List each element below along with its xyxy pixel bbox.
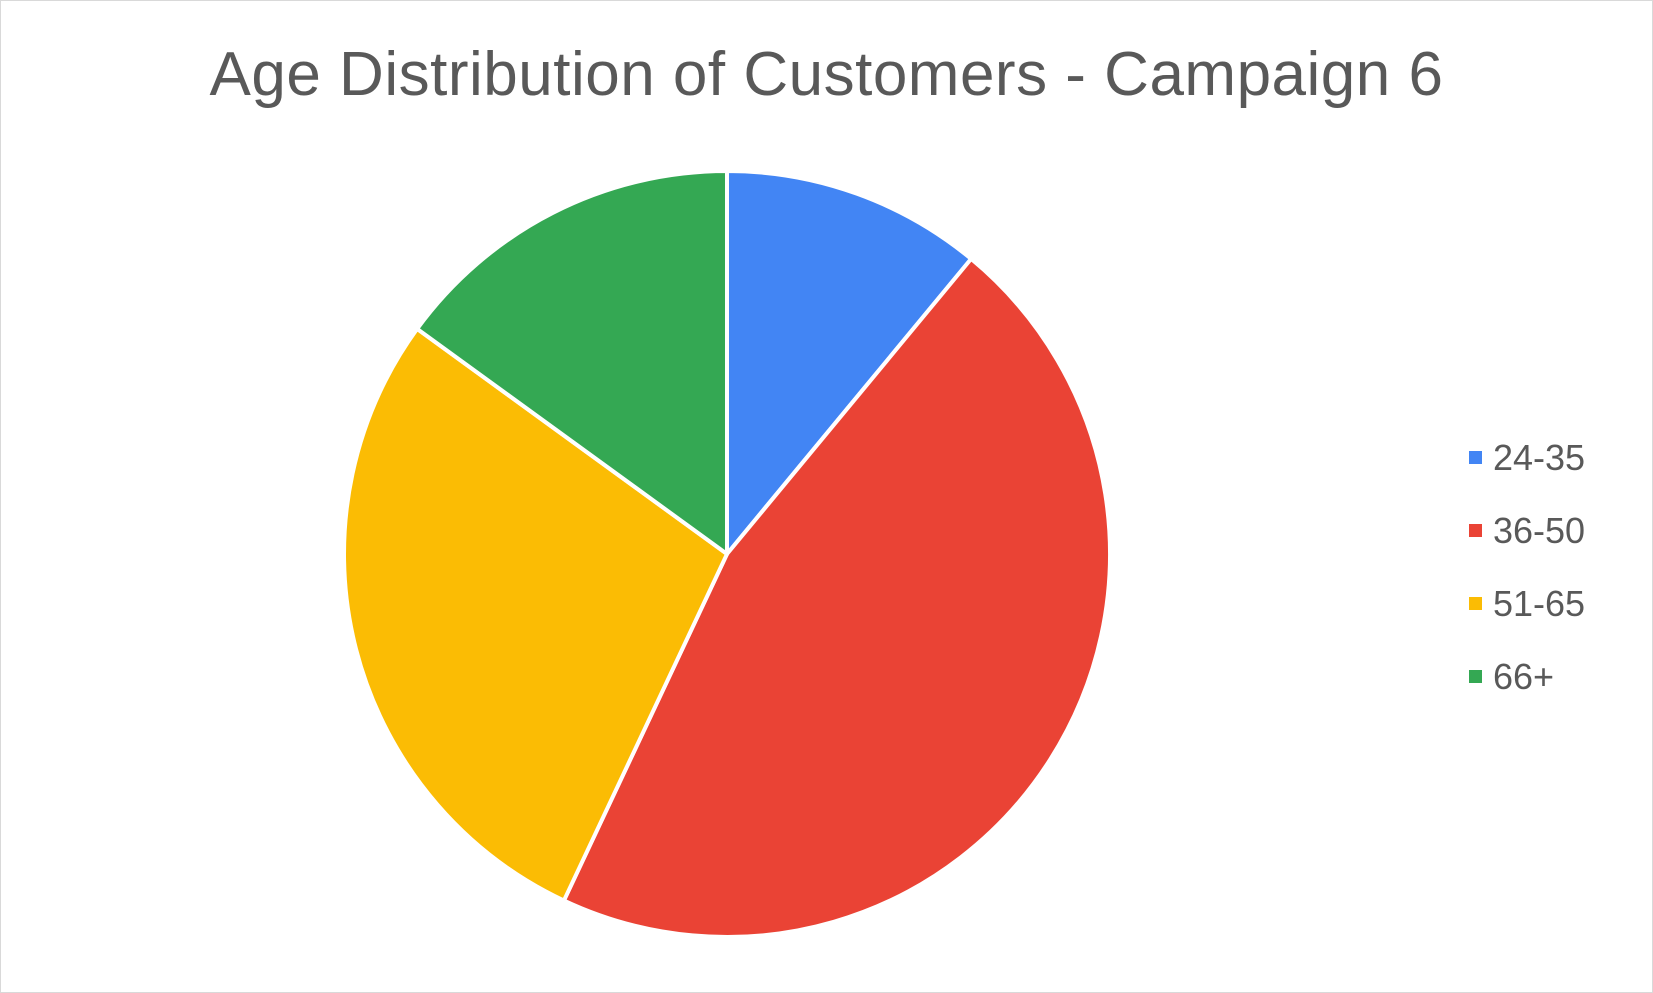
legend: 24-35 36-50 51-65 66+ <box>1469 421 1585 713</box>
legend-swatch <box>1469 670 1482 683</box>
legend-item[interactable]: 24-35 <box>1469 421 1585 494</box>
pie-slice-36-50[interactable] <box>561 256 1112 939</box>
legend-label: 36-50 <box>1493 509 1586 551</box>
legend-label: 51-65 <box>1493 582 1586 624</box>
pie-slice-51-65[interactable] <box>342 326 729 903</box>
legend-swatch <box>1469 451 1482 464</box>
legend-item[interactable]: 51-65 <box>1469 567 1585 640</box>
legend-swatch <box>1469 597 1482 610</box>
pie-slice-66[interactable] <box>415 169 729 556</box>
pie-slice-24-35[interactable] <box>725 169 974 556</box>
legend-label: 24-35 <box>1493 436 1586 478</box>
legend-label: 66+ <box>1493 655 1555 697</box>
legend-swatch <box>1469 524 1482 537</box>
legend-item[interactable]: 66+ <box>1469 640 1585 713</box>
legend-item[interactable]: 36-50 <box>1469 494 1585 567</box>
chart-title: Age Distribution of Customers - Campaign… <box>209 40 1444 109</box>
